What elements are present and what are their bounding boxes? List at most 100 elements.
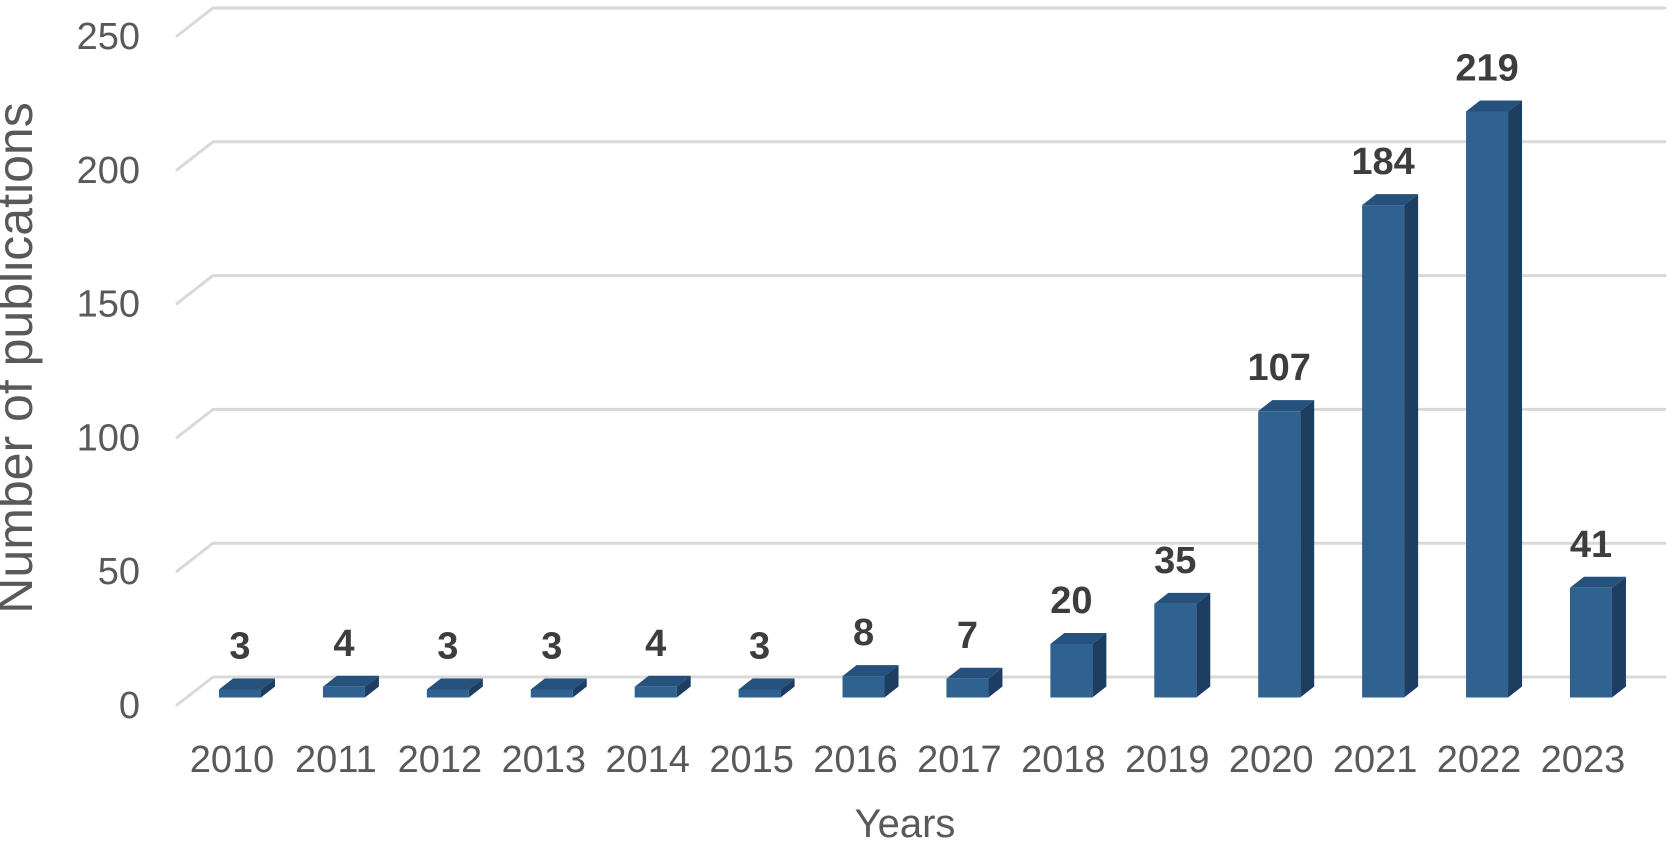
bar-2021 [1362, 194, 1419, 698]
data-label-2013: 3 [541, 625, 562, 667]
bar-top-face [530, 678, 587, 690]
bar-side-face [884, 665, 899, 698]
x-tick-2011: 2011 [295, 739, 377, 781]
bar-side-face [1611, 576, 1626, 698]
bar-2011 [322, 675, 379, 698]
y-tick-50: 50 [98, 551, 140, 593]
x-tick-2022: 2022 [1437, 739, 1522, 781]
bar-side-face [780, 678, 795, 698]
data-label-2017: 7 [957, 615, 978, 657]
bar-2023 [1569, 576, 1626, 698]
x-tick-2021: 2021 [1333, 739, 1418, 781]
bar-front-face [426, 689, 469, 698]
y-tick-250: 250 [77, 16, 140, 58]
bar-2013 [530, 678, 587, 698]
bar-top-face [1050, 632, 1107, 644]
x-tick-2014: 2014 [605, 739, 690, 781]
x-tick-2015: 2015 [709, 739, 794, 781]
bar-side-face [468, 678, 483, 698]
data-label-2019: 35 [1154, 540, 1196, 582]
bar-2018 [1050, 632, 1107, 698]
bar-front-face [1258, 411, 1301, 698]
gridlines [175, 6, 1667, 707]
bar-series [219, 100, 1626, 698]
gridline-200 [175, 140, 1667, 172]
bar-data-labels: 3 4 3 3 4 3 8 7 20 35 107 184 219 41 [229, 47, 1612, 667]
bar-2012 [426, 678, 483, 698]
gridline-100 [175, 407, 1667, 439]
bar-front-face [322, 686, 365, 698]
bar-top-face [219, 678, 275, 690]
x-tick-2013: 2013 [501, 739, 586, 781]
y-axis-title: Number of publications [0, 102, 43, 613]
data-label-2015: 3 [749, 625, 770, 667]
bar-front-face [530, 689, 573, 698]
x-tick-2010: 2010 [190, 739, 275, 781]
bar-top-face [1569, 576, 1626, 588]
bar-2022 [1466, 100, 1523, 698]
bar-2016 [842, 665, 899, 698]
data-label-2022: 219 [1455, 47, 1518, 89]
x-tick-2017: 2017 [917, 739, 1002, 781]
bar-front-face [1050, 643, 1093, 698]
bar-top-face [842, 665, 899, 677]
gridline-250 [175, 6, 1667, 38]
x-tick-2020: 2020 [1229, 739, 1314, 781]
data-label-2011: 4 [333, 623, 354, 665]
gridline-0 [175, 675, 1667, 707]
data-label-2012: 3 [437, 625, 458, 667]
bar-side-face [1300, 400, 1315, 698]
data-label-2010: 3 [229, 625, 250, 667]
bar-top-face [1466, 100, 1523, 112]
bar-top-face [1362, 194, 1419, 206]
y-tick-150: 150 [77, 284, 140, 326]
data-label-2016: 8 [853, 612, 874, 654]
bar-front-face [1154, 603, 1197, 698]
bar-side-face [1092, 632, 1107, 698]
bar-side-face [572, 678, 587, 698]
bar-side-face [988, 667, 1003, 698]
bar-front-face [1466, 111, 1509, 698]
bar-top-face [1258, 400, 1315, 412]
bar-side-face [364, 675, 379, 698]
data-label-2020: 107 [1247, 347, 1310, 389]
bar-top-face [1154, 592, 1211, 604]
x-tick-2016: 2016 [813, 739, 898, 781]
gridline-150 [175, 274, 1667, 306]
bar-front-face [219, 689, 261, 698]
data-label-2014: 4 [645, 623, 666, 665]
bar-side-face [1404, 194, 1419, 698]
bar-front-face [1569, 587, 1612, 698]
bar-top-face [738, 678, 795, 690]
x-tick-2019: 2019 [1125, 739, 1210, 781]
bar-side-face [676, 675, 691, 698]
bar-2019 [1154, 592, 1211, 698]
y-tick-0: 0 [119, 685, 140, 727]
x-tick-2012: 2012 [398, 739, 483, 781]
bar-side-face [1196, 592, 1211, 698]
bar-2015 [738, 678, 795, 698]
bar-top-face [634, 675, 691, 687]
x-tick-2023: 2023 [1541, 739, 1626, 781]
bar-side-face [1508, 100, 1523, 698]
y-tick-100: 100 [77, 417, 140, 459]
bar-2014 [634, 675, 691, 698]
bar-side-face [261, 678, 275, 698]
bar-front-face [738, 689, 781, 698]
x-tick-2018: 2018 [1021, 739, 1106, 781]
bar-front-face [634, 686, 677, 698]
bar-front-face [842, 676, 885, 698]
bar-2010 [219, 678, 275, 698]
gridline-50 [175, 541, 1667, 573]
bar-2017 [946, 667, 1003, 698]
y-tick-200: 200 [77, 150, 140, 192]
bar-top-face [426, 678, 483, 690]
x-axis-title: Years [855, 802, 956, 846]
bar-top-face [946, 667, 1003, 679]
bar-top-face [322, 675, 379, 687]
data-label-2021: 184 [1351, 141, 1414, 183]
data-label-2023: 41 [1570, 524, 1612, 566]
y-axis-tick-labels: 0 50 100 150 200 250 [77, 16, 140, 727]
